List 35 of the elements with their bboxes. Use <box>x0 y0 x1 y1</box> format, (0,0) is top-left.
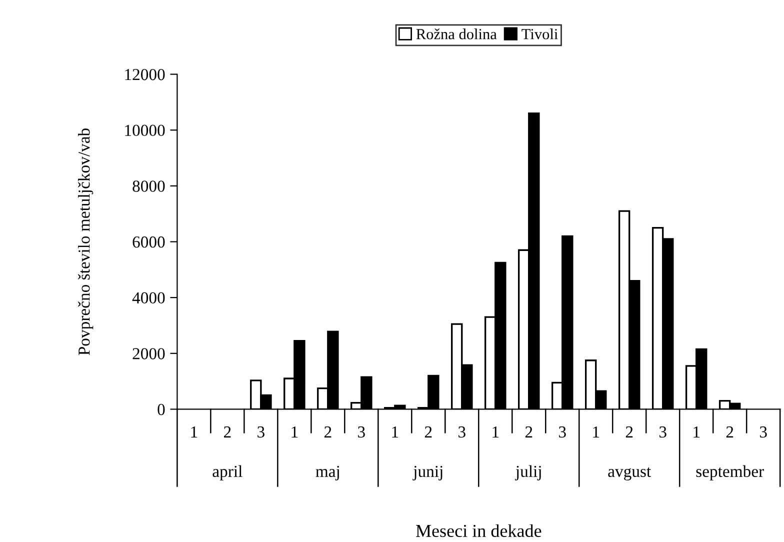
text: julij <box>514 465 541 480</box>
y-tick-label: 6000 <box>132 236 165 248</box>
x-tick-label: 1 <box>492 426 499 438</box>
x-tick-label: 2 <box>626 426 633 438</box>
x-tick-label: 1 <box>694 426 700 438</box>
x-tick-label: 2 <box>424 426 432 438</box>
x-tick-label: 2 <box>324 426 332 438</box>
x-tick-label: 2 <box>726 426 734 438</box>
x-tick-label: 3 <box>358 426 365 438</box>
text: avgust <box>608 467 652 480</box>
y-tick-label: 8000 <box>132 180 165 192</box>
x-tick-label: 1 <box>593 426 600 438</box>
y-tick-label: 4000 <box>132 292 165 304</box>
y-tick-label: 2000 <box>132 348 165 360</box>
x-tick-label: 3 <box>760 426 767 438</box>
text: april <box>212 465 242 480</box>
y-tick-label: 0 <box>158 404 165 416</box>
x-axis-title: Meseci in dekade <box>416 524 542 538</box>
text: maj <box>316 466 339 480</box>
x-tick-label: 3 <box>458 426 466 438</box>
text: junij <box>412 466 442 480</box>
y-axis-title: Povprečno število metuljčkov/vab <box>78 128 94 356</box>
x-tick-label: 1 <box>191 426 198 438</box>
x-tick-label: 3 <box>559 426 566 438</box>
x-tick-label: 2 <box>224 426 231 438</box>
text: september <box>696 465 764 480</box>
legend-label: Tivoli <box>522 28 558 40</box>
y-tick-label: 12000 <box>125 68 165 80</box>
x-tick-label: 3 <box>659 426 666 438</box>
x-tick-label: 3 <box>258 426 264 438</box>
y-tick-label: 10000 <box>125 124 165 136</box>
x-tick-label: 1 <box>292 426 298 438</box>
legend-label: Rožna dolina <box>416 28 497 40</box>
x-tick-label: 2 <box>525 426 532 438</box>
x-tick-label: 1 <box>392 426 398 438</box>
